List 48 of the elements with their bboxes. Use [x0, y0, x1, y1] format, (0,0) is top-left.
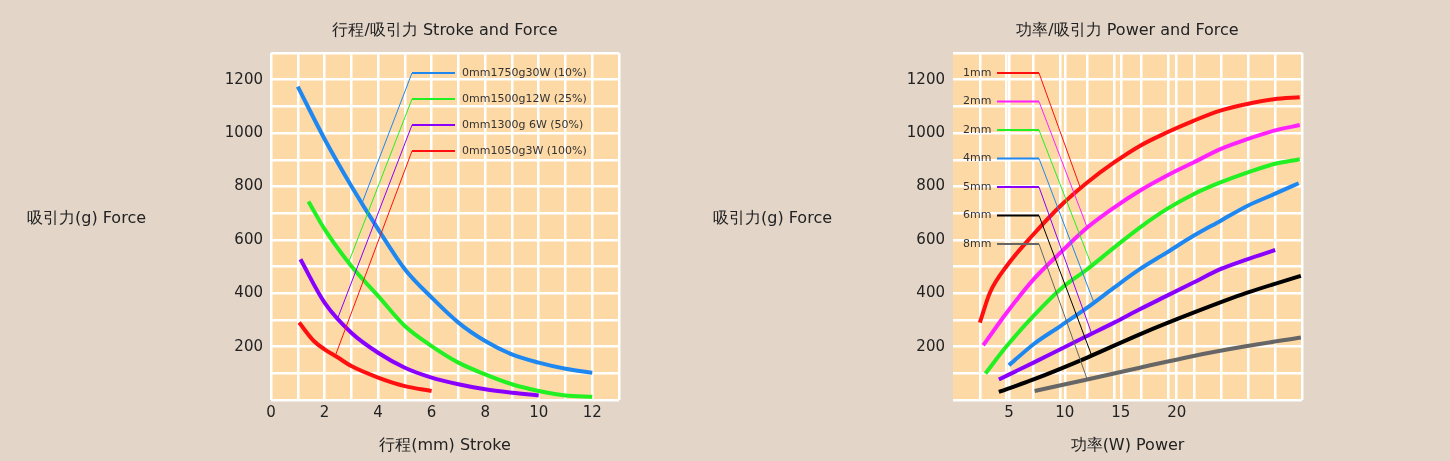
x-tick-label: 12	[582, 402, 602, 421]
legend-label: 0mm1050g3W (100%)	[462, 143, 587, 157]
legend-label: 2mm	[963, 122, 992, 136]
line-series	[298, 257, 541, 398]
x-tick-label: 0	[266, 402, 276, 421]
y-tick-label: 1000	[224, 122, 263, 141]
line-series	[295, 84, 595, 375]
x-tick-label: 8	[480, 402, 490, 421]
y-tick-label: 200	[916, 336, 945, 355]
legend-label: 5mm	[963, 179, 992, 193]
y-axis-title: 吸引力(g) Force	[713, 207, 833, 227]
line-series	[996, 247, 1278, 382]
x-tick-label: 10	[529, 402, 549, 421]
y-tick-label: 400	[916, 283, 945, 302]
legend-label: 6mm	[963, 208, 992, 222]
legend-label: 1mm	[963, 65, 992, 79]
y-tick-label: 600	[234, 229, 263, 248]
line-series	[1006, 181, 1301, 368]
y-tick-label: 800	[916, 176, 945, 195]
x-axis-title: 行程(mm) Stroke	[379, 435, 511, 455]
legend-label: 0mm1500g12W (25%)	[462, 91, 587, 105]
legend-label: 0mm1300g 6W (50%)	[462, 117, 584, 131]
legend-label: 0mm1750g30W (10%)	[462, 65, 587, 79]
y-tick-label: 400	[234, 283, 263, 302]
y-tick-label: 800	[234, 176, 263, 195]
legend-label: 8mm	[963, 236, 992, 250]
chart-title: 行程/吸引力 Stroke and Force	[332, 20, 558, 40]
y-tick-label: 200	[234, 336, 263, 355]
y-tick-label: 1200	[224, 69, 263, 88]
x-tick-label: 20	[1167, 402, 1187, 421]
x-tick-label: 2	[319, 402, 330, 421]
line-series	[996, 273, 1302, 394]
y-tick-label: 1200	[906, 69, 945, 88]
line-series	[297, 320, 434, 393]
x-tick-label: 5	[1004, 402, 1014, 421]
x-tick-label: 6	[426, 402, 437, 421]
line-series	[1032, 335, 1302, 393]
y-tick-label: 1000	[906, 122, 945, 141]
x-tick-label: 15	[1111, 402, 1131, 421]
line-series	[306, 199, 595, 399]
x-axis-title: 功率(W) Power	[1070, 435, 1185, 455]
legend-label: 2mm	[963, 94, 992, 108]
legend-label: 4mm	[963, 151, 992, 165]
y-axis-title: 吸引力(g) Force	[27, 207, 147, 227]
y-tick-label: 600	[916, 229, 945, 248]
x-tick-label: 4	[373, 402, 383, 421]
x-tick-label: 10	[1055, 402, 1075, 421]
chart-title: 功率/吸引力 Power and Force	[1016, 20, 1239, 40]
